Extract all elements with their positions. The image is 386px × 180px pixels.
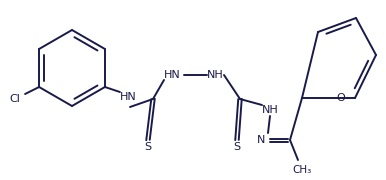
Text: O: O xyxy=(336,93,345,103)
Text: S: S xyxy=(144,142,152,152)
Text: NH: NH xyxy=(262,105,278,115)
Text: CH₃: CH₃ xyxy=(292,165,312,175)
Text: HN: HN xyxy=(164,70,180,80)
Text: HN: HN xyxy=(120,92,136,102)
Text: NH: NH xyxy=(207,70,223,80)
Text: N: N xyxy=(257,135,265,145)
Text: S: S xyxy=(234,142,240,152)
Text: Cl: Cl xyxy=(10,94,20,104)
